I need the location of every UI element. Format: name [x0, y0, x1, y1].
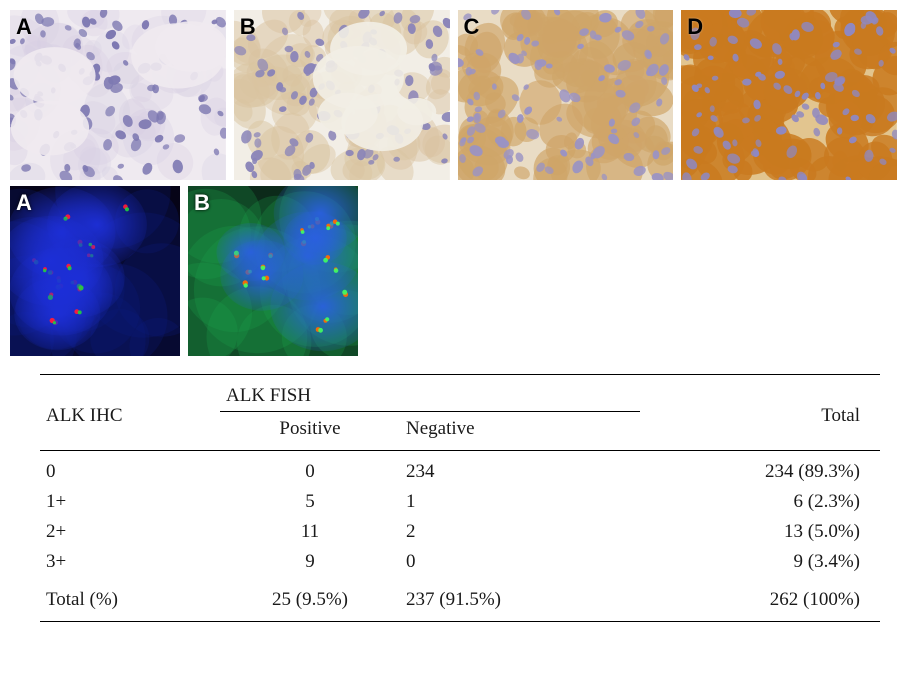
cell-pos: 11: [220, 517, 400, 547]
cell-neg: 2: [400, 517, 640, 547]
footer-total: 262 (100%): [640, 577, 880, 622]
table-row: 1+516 (2.3%): [40, 487, 880, 517]
panel-label: A: [16, 190, 32, 216]
ihc-panel: B: [234, 10, 450, 180]
ihc-panel-row: A B C D: [10, 10, 897, 180]
table-row: 00234234 (89.3%): [40, 451, 880, 488]
cell-neg: 0: [400, 547, 640, 577]
footer-neg: 237 (91.5%): [400, 577, 640, 622]
cell-total: 234 (89.3%): [640, 451, 880, 488]
cell-total: 13 (5.0%): [640, 517, 880, 547]
panel-label: A: [16, 14, 32, 40]
cell-neg: 1: [400, 487, 640, 517]
cell-pos: 9: [220, 547, 400, 577]
subheader-positive: Positive: [220, 412, 400, 451]
cell-total: 6 (2.3%): [640, 487, 880, 517]
subheader-negative: Negative: [400, 412, 640, 451]
cell-pos: 5: [220, 487, 400, 517]
cell-neg: 234: [400, 451, 640, 488]
ihc-panel: A: [10, 10, 226, 180]
footer-ihc: Total (%): [40, 577, 220, 622]
figure-composite: A B C D A B ALK IHC ALK FISH Total: [10, 10, 897, 622]
fish-panel: A: [10, 186, 180, 356]
cell-total: 9 (3.4%): [640, 547, 880, 577]
footer-pos: 25 (9.5%): [220, 577, 400, 622]
fish-panel-row: A B: [10, 186, 897, 356]
panel-label: D: [687, 14, 703, 40]
table-row: 2+11213 (5.0%): [40, 517, 880, 547]
cell-ihc: 0: [40, 451, 220, 488]
cell-ihc: 3+: [40, 547, 220, 577]
panel-label: B: [240, 14, 256, 40]
col-header-fish: ALK FISH: [220, 375, 640, 412]
cell-ihc: 2+: [40, 517, 220, 547]
col-header-ihc: ALK IHC: [40, 375, 220, 451]
table-row: 3+909 (3.4%): [40, 547, 880, 577]
cell-ihc: 1+: [40, 487, 220, 517]
alk-ihc-vs-fish-table: ALK IHC ALK FISH Total Positive Negative…: [40, 374, 880, 622]
col-header-total: Total: [640, 375, 880, 451]
panel-label: B: [194, 190, 210, 216]
panel-label: C: [464, 14, 480, 40]
ihc-panel: D: [681, 10, 897, 180]
fish-panel: B: [188, 186, 358, 356]
ihc-panel: C: [458, 10, 674, 180]
cell-pos: 0: [220, 451, 400, 488]
